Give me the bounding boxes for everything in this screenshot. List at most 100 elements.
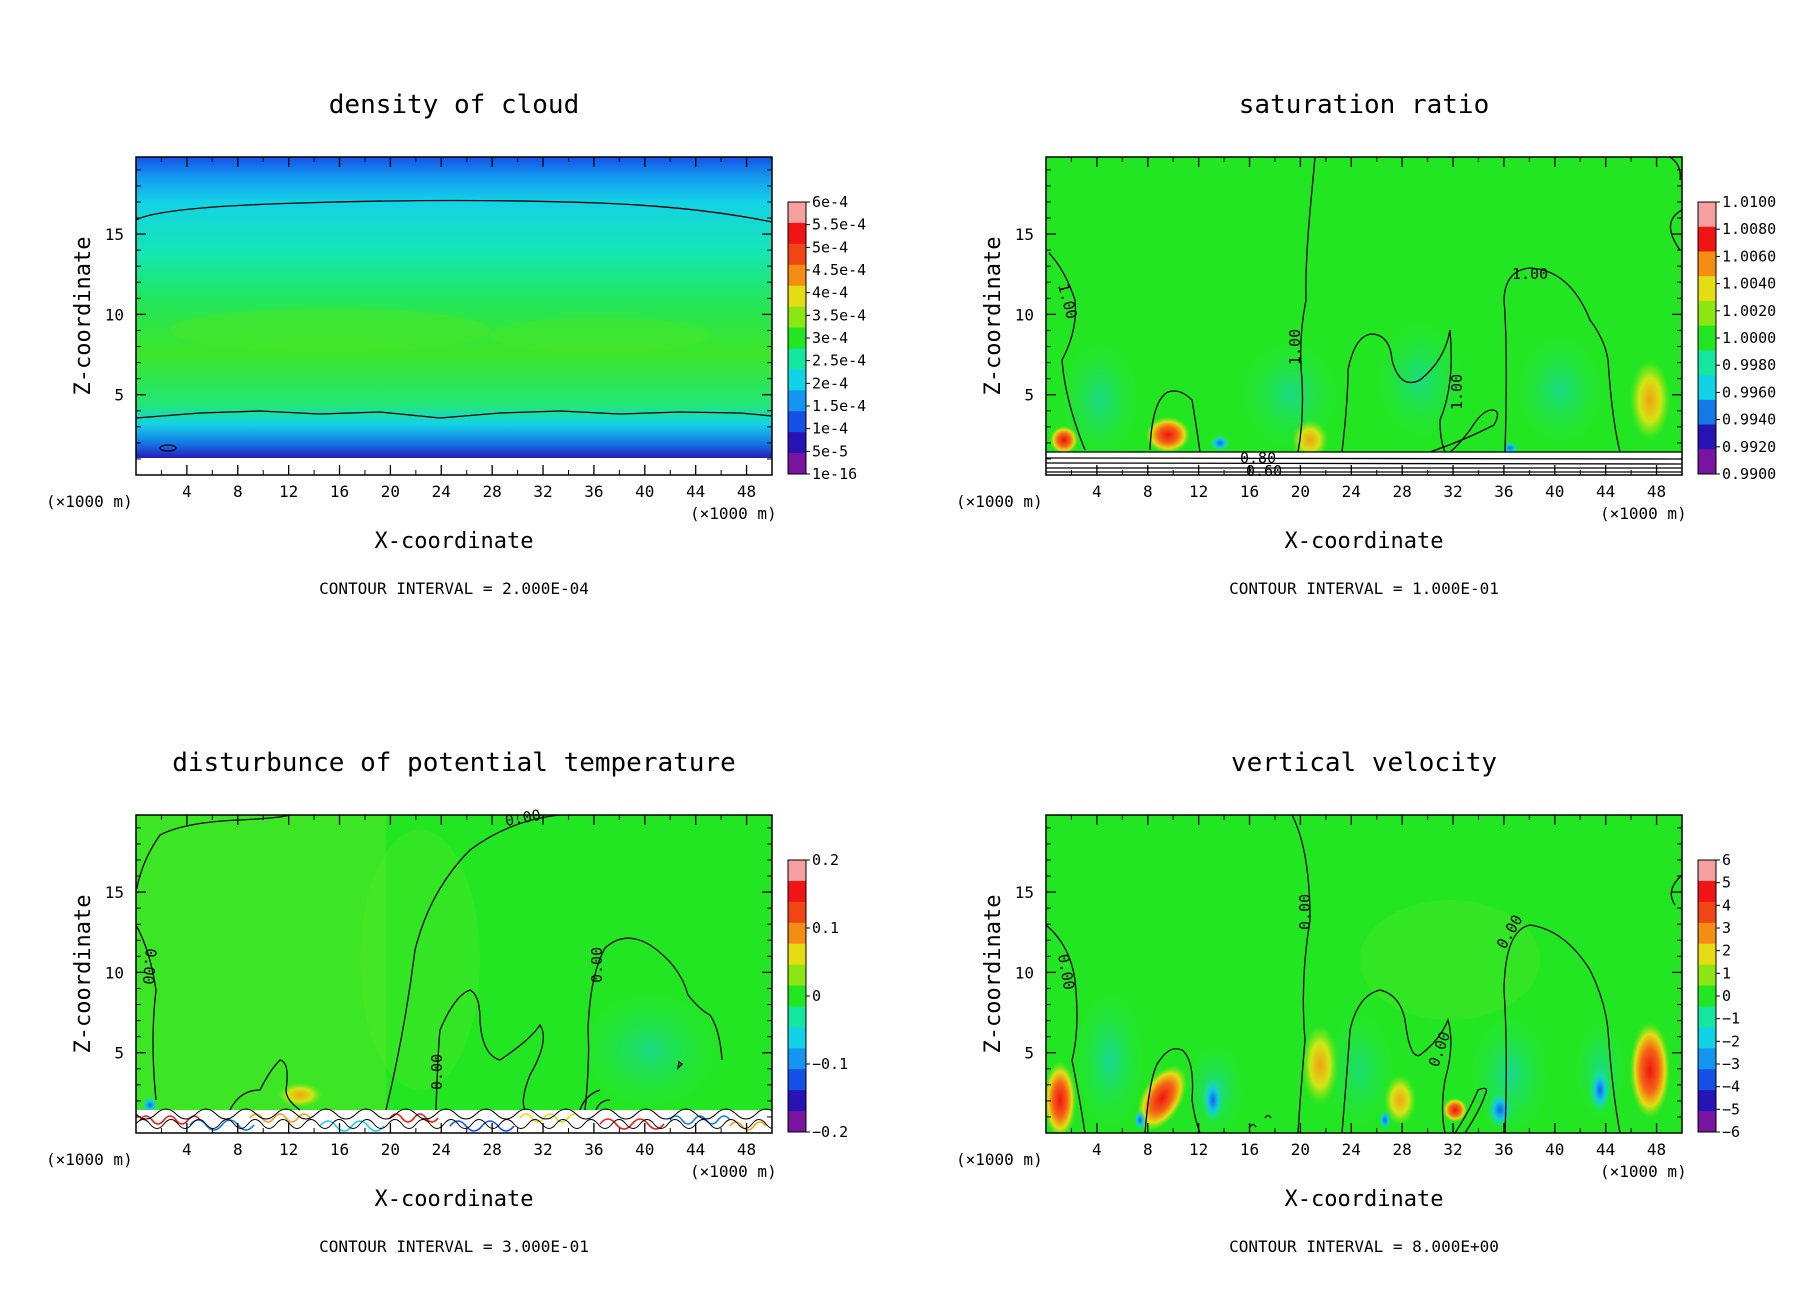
colorbar-label: 1 (1722, 964, 1731, 982)
colorbar-swatch (788, 348, 806, 370)
colorbar-label: 1.5e-4 (812, 397, 866, 415)
y-unit: (×1000 m) (1600, 1162, 1687, 1181)
panel-vertical-velocity: vertical velocity (956, 748, 1740, 1256)
x-tick-label: 12 (279, 1140, 298, 1159)
colorbar-label: 0.9940 (1722, 411, 1776, 429)
x-tick-label: 16 (330, 482, 349, 501)
y-tick-label: 5 (1024, 1044, 1034, 1063)
y-axis-label: Z-coordinate (71, 237, 96, 396)
colorbar-swatch (1698, 1069, 1716, 1091)
colorbar-swatch (1698, 276, 1716, 302)
colorbar-swatch (1698, 964, 1716, 987)
x-unit: (×1000 m) (956, 1150, 1043, 1169)
y-ticks: 5 10 15 (105, 169, 772, 460)
x-tick-label: 48 (1647, 1140, 1666, 1159)
x-tick-label: 28 (1393, 482, 1412, 501)
y-tick-label: 15 (1015, 225, 1034, 244)
x-tick-label: 44 (686, 482, 705, 501)
colorbar-swatch (788, 1069, 806, 1091)
colorbar-label: 1.0080 (1722, 220, 1776, 238)
colorbar-swatch (788, 922, 806, 945)
y-ticks: 5 10 15 (1015, 169, 1682, 460)
x-axis-label: X-coordinate (1285, 1187, 1444, 1212)
x-tick-label: 24 (1342, 1140, 1361, 1159)
colorbar-swatch (788, 1006, 806, 1028)
contour-label: 0.00 (504, 806, 543, 830)
panel-saturation-ratio: saturation ratio 1.00 1.00 1 (956, 90, 1776, 598)
plot-frame (1045, 814, 1683, 1134)
panel-potential-temperature: disturbunce of potential temperature (46, 748, 848, 1256)
colorbar-label: −6 (1722, 1123, 1740, 1141)
colorbar-swatch (1698, 860, 1716, 882)
colorbar: 6 5 4 3 2 1 0 −1 −2 −3 −4 −5 −6 (1697, 851, 1740, 1141)
x-ticks: 4 8 12 16 20 24 28 32 36 40 44 48 (1070, 815, 1666, 1159)
x-tick-label: 12 (1189, 1140, 1208, 1159)
colorbar-swatch (788, 411, 806, 433)
contour-label: 0.00 (139, 948, 160, 986)
colorbar-swatch (788, 222, 806, 245)
colorbar: 6e-4 5.5e-4 5e-4 4.5e-4 4e-4 3.5e-4 3e-4 2.5e-4… (787, 193, 866, 483)
colorbar-swatch (1698, 922, 1716, 945)
y-tick-label: 15 (105, 225, 124, 244)
x-tick-label: 8 (233, 482, 243, 501)
colorbar-label: 0 (812, 987, 821, 1005)
colorbar-label: 5.5e-4 (812, 216, 866, 234)
y-ticks: 5 10 15 (1015, 827, 1682, 1118)
x-tick-label: 28 (483, 482, 502, 501)
colorbar-label: −4 (1722, 1078, 1740, 1096)
colorbar-label: −3 (1722, 1055, 1740, 1073)
x-tick-label: 12 (1189, 482, 1208, 501)
panel-title: vertical velocity (1231, 748, 1497, 778)
x-tick-label: 32 (1443, 482, 1462, 501)
contour-label: 1.00 (1286, 329, 1304, 365)
x-tick-label: 4 (1092, 482, 1102, 501)
x-tick-label: 36 (584, 1140, 603, 1159)
colorbar-label: 0.9920 (1722, 438, 1776, 456)
x-tick-label: 32 (533, 482, 552, 501)
colorbar-swatch (1698, 1027, 1716, 1049)
heatmap-field (136, 157, 772, 475)
x-ticks: 4 8 12 16 20 24 28 32 36 40 44 48 (160, 157, 756, 501)
x-tick-label: 36 (584, 482, 603, 501)
x-tick-label: 8 (1143, 482, 1153, 501)
colorbar-swatch (788, 860, 806, 882)
colorbar-label: 0.1 (812, 919, 839, 937)
x-tick-label: 8 (1143, 1140, 1153, 1159)
x-tick-label: 28 (483, 1140, 502, 1159)
colorbar-swatch (1698, 1090, 1716, 1112)
colorbar-label: 5 (1722, 874, 1731, 892)
x-tick-label: 40 (1545, 482, 1564, 501)
colorbar-label: 1.0060 (1722, 247, 1776, 265)
colorbar-swatch (1698, 325, 1716, 351)
noisy-surface-layer (136, 1108, 772, 1132)
heatmap-field (136, 815, 772, 1133)
contour-label: 1.00 (1448, 374, 1466, 410)
plot-frame (135, 814, 773, 1134)
colorbar-label: 0 (1722, 987, 1731, 1005)
plot-frame (1045, 156, 1683, 476)
x-tick-label: 48 (737, 482, 756, 501)
colorbar-swatch (788, 243, 806, 266)
x-tick-label: 20 (381, 482, 400, 501)
plot-frame (135, 156, 773, 476)
colorbar-label: 0.9960 (1722, 383, 1776, 401)
x-tick-label: 16 (1240, 482, 1259, 501)
x-tick-label: 4 (182, 482, 192, 501)
colorbar-label: 3e-4 (812, 329, 848, 347)
y-unit: (×1000 m) (1600, 504, 1687, 523)
x-tick-label: 28 (1393, 1140, 1412, 1159)
colorbar-swatch (1698, 251, 1716, 277)
x-tick-label: 44 (1596, 1140, 1615, 1159)
contour-label: 0.00 (1296, 894, 1314, 930)
colorbar-swatch (788, 264, 806, 287)
panel-title: saturation ratio (1239, 90, 1489, 120)
colorbar-swatch (1698, 985, 1716, 1007)
contour-interval: CONTOUR INTERVAL = 3.000E-01 (319, 1237, 589, 1256)
x-tick-label: 44 (686, 1140, 705, 1159)
colorbar-label: 4e-4 (812, 284, 848, 302)
colorbar-label: 1.0040 (1722, 275, 1776, 293)
contour-label: 0.00 (588, 947, 606, 983)
x-tick-label: 36 (1494, 482, 1513, 501)
y-unit: (×1000 m) (690, 504, 777, 523)
